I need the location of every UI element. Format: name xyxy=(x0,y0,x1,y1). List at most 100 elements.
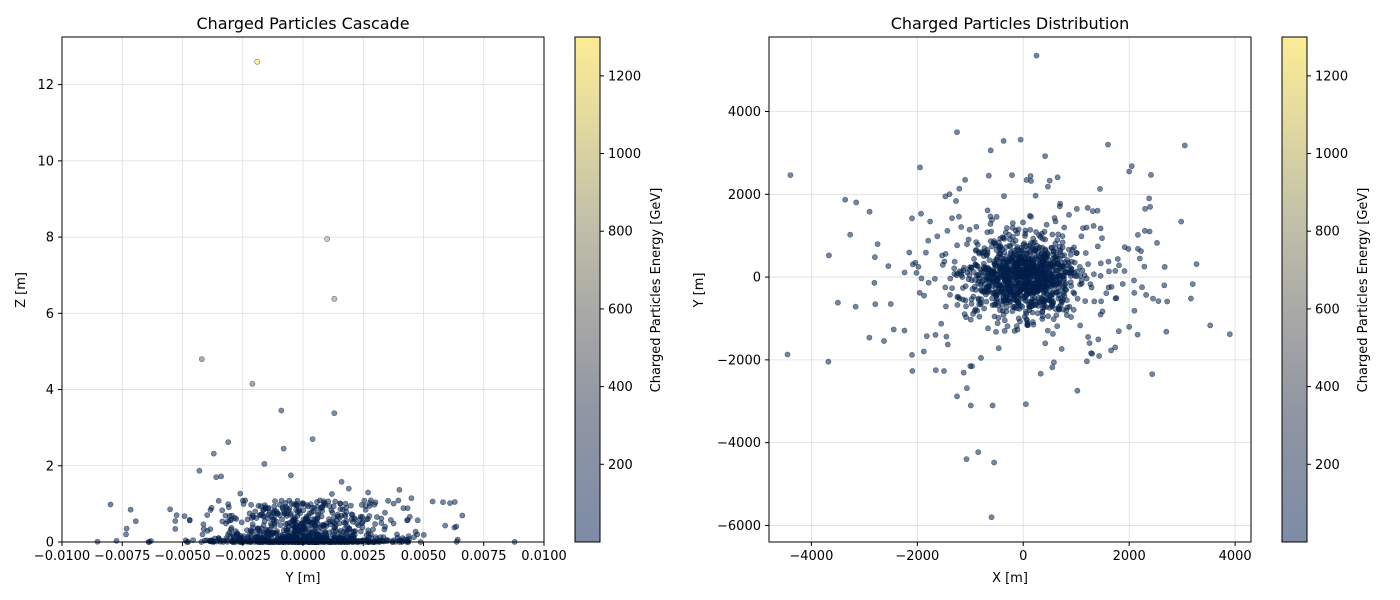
y-axis-label: Y [m] xyxy=(692,273,707,309)
data-point xyxy=(1094,243,1101,250)
data-point xyxy=(327,521,334,528)
data-point xyxy=(1012,274,1019,281)
data-point xyxy=(1069,246,1076,253)
data-point xyxy=(1142,205,1148,212)
data-point xyxy=(993,328,999,335)
data-point xyxy=(920,348,927,355)
data-point xyxy=(1077,322,1084,329)
data-point xyxy=(337,538,343,545)
data-point xyxy=(934,233,941,240)
data-point xyxy=(1090,222,1097,229)
colorbar-gradient xyxy=(574,36,601,543)
data-point xyxy=(308,509,315,516)
data-point xyxy=(932,367,939,374)
data-point xyxy=(923,333,930,339)
data-point xyxy=(1008,255,1015,262)
data-point xyxy=(1056,203,1063,210)
data-point xyxy=(938,320,945,327)
data-point xyxy=(370,526,376,533)
data-point xyxy=(1028,213,1034,220)
data-point xyxy=(222,512,229,519)
data-point xyxy=(967,316,974,323)
data-point xyxy=(1083,275,1090,282)
data-point xyxy=(1181,142,1188,149)
data-point xyxy=(1084,358,1090,365)
colorbar-tick-label: 1200 xyxy=(608,69,641,84)
colorbar-tick-label: 400 xyxy=(608,380,633,395)
data-point xyxy=(1126,323,1133,330)
data-point xyxy=(371,501,378,508)
x-tick-label: −0.0075 xyxy=(94,549,150,564)
data-point xyxy=(909,215,915,222)
x-tick-label: 4000 xyxy=(1219,549,1252,564)
x-ticks: −4000 −2000 0 2000 4000 xyxy=(789,542,1252,564)
data-point xyxy=(1052,240,1059,247)
data-point xyxy=(958,224,965,230)
data-point xyxy=(925,237,932,244)
data-point xyxy=(1000,294,1007,301)
data-point xyxy=(1146,195,1152,202)
data-point xyxy=(1032,192,1039,199)
data-point xyxy=(285,523,292,530)
data-point xyxy=(1045,183,1051,190)
data-point xyxy=(947,291,953,298)
data-point xyxy=(1004,225,1010,231)
y-tick-label: 0 xyxy=(46,536,54,551)
data-point xyxy=(254,527,261,533)
data-point xyxy=(1131,289,1138,296)
data-point xyxy=(277,522,284,529)
data-point xyxy=(842,196,849,203)
data-point xyxy=(1067,251,1074,258)
data-point xyxy=(249,380,256,387)
data-point xyxy=(943,333,950,340)
data-point xyxy=(199,531,206,538)
y-tick-label: −4000 xyxy=(717,436,761,451)
data-point xyxy=(1001,327,1008,334)
data-point xyxy=(309,436,316,442)
data-point xyxy=(984,207,991,214)
data-point xyxy=(921,292,927,299)
data-point xyxy=(265,511,272,518)
data-point xyxy=(1049,231,1056,238)
x-tick-label: −0.0100 xyxy=(34,549,90,564)
data-point xyxy=(1042,153,1048,159)
data-point xyxy=(225,504,232,510)
data-point xyxy=(1011,296,1017,303)
data-point xyxy=(956,213,962,220)
data-point xyxy=(248,501,254,508)
data-point xyxy=(1023,250,1029,257)
data-point xyxy=(954,129,960,136)
data-point xyxy=(885,263,892,269)
data-point xyxy=(1193,261,1200,267)
data-point xyxy=(355,522,362,529)
data-point xyxy=(991,238,997,244)
data-point xyxy=(784,351,791,358)
data-point xyxy=(274,510,281,517)
data-point xyxy=(1024,322,1031,329)
data-point xyxy=(1049,281,1056,288)
data-point xyxy=(986,278,992,284)
data-point xyxy=(1052,267,1059,274)
data-point xyxy=(999,289,1006,296)
colorbar: 200 400 600 800 1000 1200 Charged Particles E… xyxy=(1281,36,1371,543)
colorbar: 200 400 600 800 1000 1200 Charged Particles E… xyxy=(574,36,664,543)
data-point xyxy=(367,497,374,504)
data-point xyxy=(954,301,961,308)
data-point xyxy=(1226,331,1233,338)
data-point xyxy=(264,531,271,537)
data-point xyxy=(987,220,994,227)
data-point xyxy=(912,259,919,266)
data-point xyxy=(244,516,251,523)
data-point xyxy=(377,534,384,541)
data-point xyxy=(944,341,951,348)
data-point xyxy=(847,231,854,238)
data-point xyxy=(1031,289,1038,296)
data-point xyxy=(951,265,958,272)
data-point xyxy=(1139,284,1145,291)
data-point xyxy=(1028,255,1035,262)
data-point xyxy=(964,241,970,248)
data-point xyxy=(1014,291,1020,298)
colorbar-tick-label: 1000 xyxy=(1315,147,1348,162)
data-point xyxy=(1044,290,1050,297)
data-point xyxy=(871,279,878,286)
